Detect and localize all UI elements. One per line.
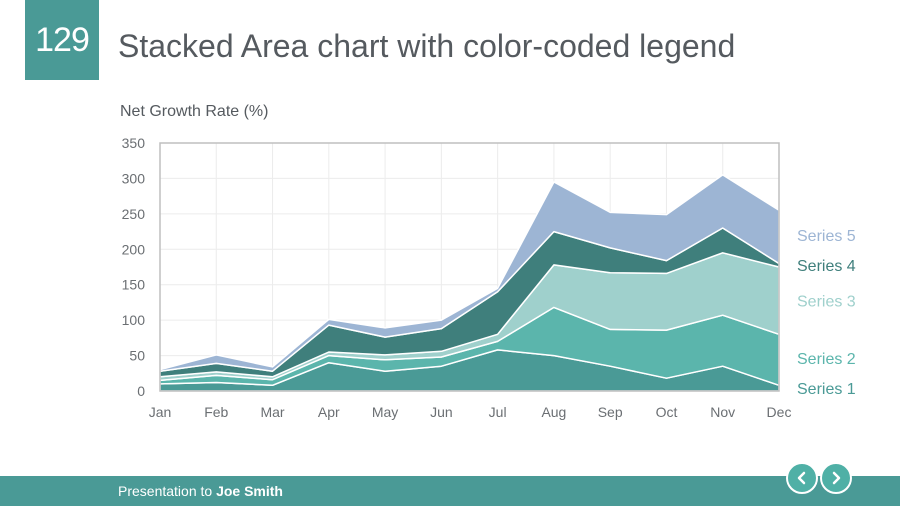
chart-legend: Series 1 Series 2 Series 3 Series 4 Series 5 [797, 228, 856, 398]
previous-slide-button[interactable] [786, 462, 818, 494]
plot-frame [159, 142, 780, 392]
x-tick-label: Aug [541, 404, 566, 420]
y-tick-label: 100 [122, 312, 146, 328]
y-tick-label: 50 [129, 348, 145, 364]
stacked-area-chart: 0 50 100 150 200 250 300 350 Jan Feb Mar Apr May Jun… [122, 135, 856, 420]
y-tick-label: 300 [122, 170, 146, 186]
x-tick-label: May [372, 404, 398, 420]
x-tick-label: Oct [656, 404, 678, 420]
x-tick-label: Apr [318, 404, 340, 420]
x-axis-ticks: Jan Feb Mar Apr May Jun Jul Aug Sep Oct Nov Dec [149, 404, 792, 420]
x-tick-label: Sep [598, 404, 623, 420]
x-tick-label: Jun [430, 404, 453, 420]
y-tick-label: 200 [122, 241, 146, 257]
y-tick-label: 0 [137, 383, 145, 399]
next-slide-button[interactable] [820, 462, 852, 494]
x-tick-label: Mar [260, 404, 284, 420]
footer-bar: Presentation to Joe Smith [0, 476, 900, 506]
footer-text: Presentation to Joe Smith [118, 483, 283, 499]
y-tick-label: 250 [122, 206, 146, 222]
x-tick-label: Jan [149, 404, 172, 420]
x-tick-label: Feb [204, 404, 228, 420]
legend-entry-series-3: Series 3 [797, 294, 856, 311]
slide-title: Stacked Area chart with color-coded lege… [118, 28, 736, 64]
chart-areas [159, 174, 780, 392]
slide-number: 129 [35, 20, 90, 59]
legend-entry-series-1: Series 1 [797, 381, 856, 398]
chevron-right-icon [832, 471, 841, 485]
slide-number-badge: 129 [25, 0, 99, 80]
y-tick-label: 350 [122, 135, 146, 151]
y-axis-ticks: 0 50 100 150 200 250 300 350 [122, 135, 146, 399]
legend-entry-series-2: Series 2 [797, 351, 856, 368]
footer-presenter-name: Joe Smith [216, 483, 283, 499]
legend-entry-series-5: Series 5 [797, 228, 856, 245]
chevron-left-icon [797, 471, 806, 485]
chart-y-axis-label: Net Growth Rate (%) [120, 103, 269, 120]
y-tick-label: 150 [122, 277, 146, 293]
x-tick-label: Dec [767, 404, 792, 420]
footer-prefix: Presentation to [118, 483, 217, 499]
x-tick-label: Nov [710, 404, 735, 420]
legend-entry-series-4: Series 4 [797, 258, 856, 275]
x-tick-label: Jul [489, 404, 507, 420]
